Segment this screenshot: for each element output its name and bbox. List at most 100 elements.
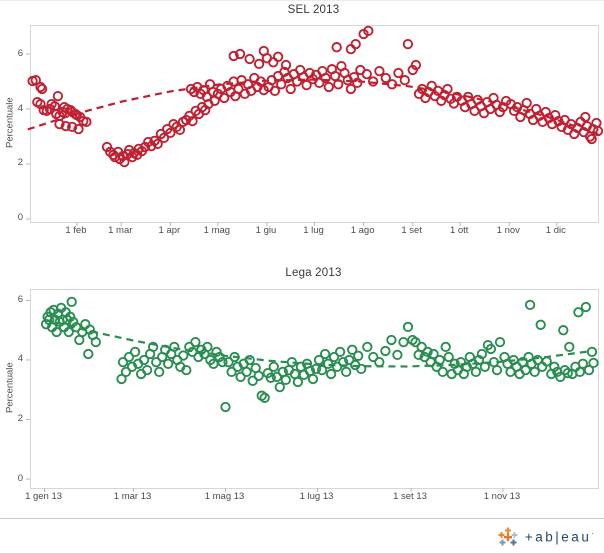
data-point[interactable] [333, 79, 344, 90]
data-point[interactable] [265, 372, 276, 383]
data-point[interactable] [71, 322, 82, 333]
data-point[interactable] [217, 356, 228, 368]
data-point[interactable] [314, 77, 325, 89]
data-point[interactable] [241, 366, 252, 378]
data-point[interactable] [253, 58, 265, 70]
data-point[interactable] [81, 116, 92, 128]
data-point[interactable] [535, 319, 546, 330]
data-point[interactable] [280, 59, 292, 71]
data-point[interactable] [116, 373, 127, 385]
data-point[interactable] [338, 356, 349, 368]
data-point[interactable] [586, 346, 598, 358]
data-point[interactable] [181, 364, 192, 376]
data-point[interactable] [319, 348, 331, 360]
data-point[interactable] [580, 111, 591, 123]
data-point[interactable] [323, 81, 334, 93]
data-point[interactable] [83, 348, 94, 360]
data-point[interactable] [219, 92, 230, 104]
data-point[interactable] [268, 361, 279, 372]
data-point[interactable] [301, 79, 312, 91]
data-point[interactable] [129, 346, 141, 358]
data-point[interactable] [392, 349, 403, 361]
data-point[interactable] [187, 115, 198, 127]
data-point[interactable] [184, 110, 195, 122]
data-point[interactable] [214, 351, 225, 363]
data-point[interactable] [90, 336, 101, 348]
data-point[interactable] [84, 324, 95, 335]
data-point[interactable] [310, 363, 322, 375]
data-point[interactable] [380, 72, 391, 84]
data-point[interactable] [272, 51, 284, 62]
data-point[interactable] [285, 83, 296, 95]
data-point[interactable] [68, 316, 79, 328]
data-point[interactable] [211, 346, 222, 358]
data-point[interactable] [419, 351, 430, 363]
data-point[interactable] [185, 83, 197, 95]
data-point[interactable] [201, 91, 212, 103]
data-point[interactable] [271, 371, 282, 383]
data-point[interactable] [353, 350, 364, 361]
data-point[interactable] [580, 301, 592, 313]
data-point[interactable] [151, 356, 162, 368]
data-point[interactable] [269, 85, 281, 97]
data-point[interactable] [334, 346, 346, 358]
data-point[interactable] [286, 356, 298, 368]
data-point[interactable] [233, 83, 244, 95]
data-point[interactable] [362, 341, 373, 353]
data-point[interactable] [440, 341, 451, 353]
data-point[interactable] [386, 79, 398, 90]
data-point[interactable] [316, 364, 328, 376]
data-point[interactable] [416, 341, 427, 353]
data-point[interactable] [380, 345, 391, 357]
data-point[interactable] [229, 351, 240, 363]
data-point[interactable] [586, 133, 597, 145]
data-point[interactable] [307, 373, 319, 385]
data-point[interactable] [470, 366, 482, 378]
data-point[interactable] [524, 299, 536, 311]
plot-area[interactable] [26, 289, 599, 492]
data-point[interactable] [328, 351, 340, 363]
data-point[interactable] [52, 90, 64, 102]
data-point[interactable] [62, 314, 73, 325]
data-point[interactable] [268, 57, 279, 68]
data-point[interactable] [244, 53, 255, 65]
data-point[interactable] [280, 374, 291, 386]
tableau-logo-link[interactable]: +ab|eau· [498, 524, 594, 550]
data-point[interactable] [244, 354, 255, 366]
data-point[interactable] [443, 351, 454, 363]
data-point[interactable] [123, 351, 135, 363]
data-point[interactable] [120, 366, 132, 378]
data-point[interactable] [234, 48, 246, 60]
scatter-svg[interactable] [26, 290, 599, 492]
data-point[interactable] [393, 67, 404, 79]
data-point[interactable] [51, 326, 62, 338]
data-point[interactable] [402, 38, 414, 50]
data-point[interactable] [331, 42, 342, 53]
data-point[interactable] [577, 358, 589, 369]
data-point[interactable] [255, 76, 266, 87]
data-point[interactable] [65, 311, 76, 322]
data-point[interactable] [325, 368, 337, 380]
data-point[interactable] [562, 367, 573, 379]
data-points[interactable] [27, 25, 604, 168]
data-point[interactable] [347, 344, 358, 355]
data-point[interactable] [505, 366, 516, 378]
data-point[interactable] [485, 343, 497, 355]
data-points[interactable] [40, 296, 599, 413]
data-point[interactable] [138, 354, 150, 366]
plot-area[interactable] [26, 25, 604, 226]
data-point[interactable] [235, 371, 246, 383]
data-point[interactable] [559, 364, 570, 376]
data-point[interactable] [276, 79, 287, 90]
data-point[interactable] [592, 125, 604, 137]
data-point[interactable] [442, 83, 453, 95]
data-point[interactable] [63, 326, 74, 338]
data-point[interactable] [437, 366, 448, 378]
data-point[interactable] [520, 364, 531, 376]
data-point[interactable] [341, 366, 352, 378]
data-point[interactable] [54, 118, 65, 130]
data-point[interactable] [426, 80, 437, 92]
data-point[interactable] [410, 336, 421, 348]
data-point[interactable] [558, 325, 569, 336]
data-point[interactable] [35, 81, 46, 93]
